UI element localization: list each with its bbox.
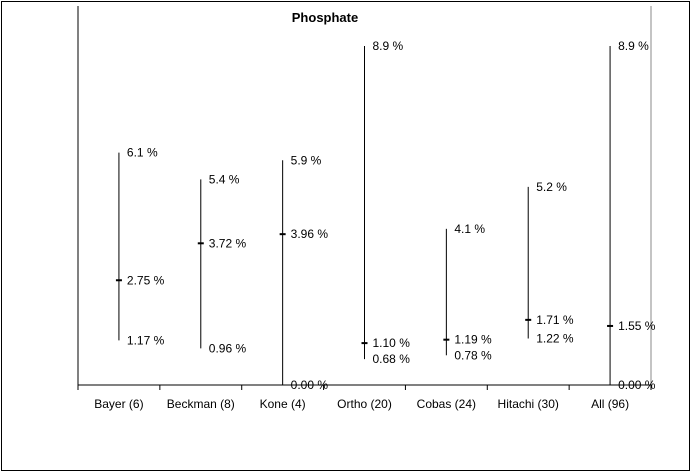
high-label: 5.2 % — [536, 180, 567, 194]
high-label: 8.9 % — [618, 39, 649, 53]
x-tick-label: Ortho (20) — [337, 397, 392, 411]
high-label: 5.9 % — [291, 153, 322, 167]
low-label: 1.17 % — [127, 333, 165, 347]
x-tick-label: Beckman (8) — [167, 397, 235, 411]
low-label: 1.22 % — [536, 332, 574, 346]
axes: Bayer (6) Beckman (8) Kone (4) Ortho (20) Co… — [77, 6, 652, 411]
high-label: 6.1 % — [127, 146, 158, 160]
chart-title: Phosphate — [292, 10, 358, 25]
high-label: 5.4 % — [209, 172, 240, 186]
low-label: 0.96 % — [209, 341, 247, 355]
low-label: 0.00 % — [618, 378, 656, 392]
marks: 6.1 % 2.75 % 1.17 % 5.4 % 3.72 % 0.96 % 5.9 % 3… — [115, 39, 656, 392]
high-label: 4.1 % — [454, 222, 485, 236]
low-label: 0.68 % — [373, 352, 411, 366]
mid-label: 3.72 % — [209, 236, 247, 250]
mid-label: 1.10 % — [373, 336, 411, 350]
x-tick-label: Bayer (6) — [94, 397, 143, 411]
mid-label: 1.71 % — [536, 313, 574, 327]
low-label: 0.00 % — [291, 378, 329, 392]
mid-label: 2.75 % — [127, 273, 165, 287]
x-tick-label: Cobas (24) — [417, 397, 476, 411]
mid-label: 3.96 % — [291, 227, 329, 241]
mid-label: 1.19 % — [454, 333, 492, 347]
x-tick-label: All (96) — [591, 397, 629, 411]
low-label: 0.78 % — [454, 348, 492, 362]
mid-label: 1.55 % — [618, 319, 656, 333]
x-tick-label: Kone (4) — [260, 397, 306, 411]
high-label: 8.9 % — [373, 39, 404, 53]
x-tick-label: Hitachi (30) — [498, 397, 559, 411]
